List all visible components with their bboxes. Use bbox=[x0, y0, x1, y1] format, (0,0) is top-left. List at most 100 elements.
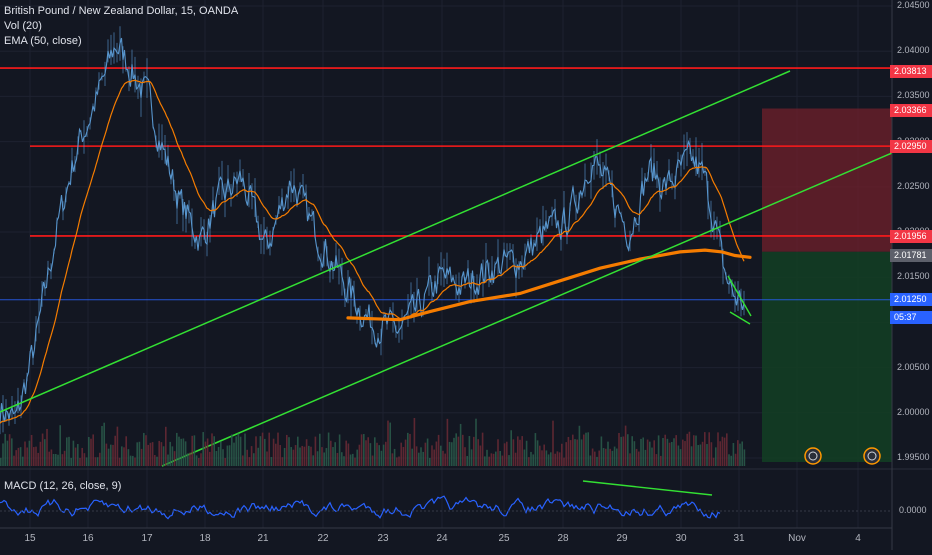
volume-bar bbox=[404, 439, 407, 466]
time-axis-tick: 4 bbox=[855, 533, 861, 544]
volume-bar bbox=[682, 439, 684, 466]
volume-bar bbox=[506, 441, 508, 466]
volume-bar bbox=[393, 448, 396, 466]
volume-bar bbox=[246, 449, 248, 466]
volume-bar bbox=[365, 440, 367, 466]
volume-bar bbox=[345, 440, 347, 466]
volume-bar bbox=[253, 453, 255, 466]
volume-bar bbox=[688, 431, 691, 466]
volume-bar bbox=[613, 446, 616, 466]
volume-bar bbox=[574, 439, 576, 466]
volume-bar bbox=[290, 447, 292, 466]
volume-bar bbox=[675, 435, 677, 466]
ema-legend[interactable]: EMA (50, close) bbox=[4, 35, 82, 47]
calendar-event-icon-inner bbox=[808, 451, 818, 461]
volume-bar bbox=[739, 443, 741, 466]
volume-bar bbox=[492, 453, 495, 466]
volume-bar bbox=[101, 426, 103, 466]
volume-bar bbox=[477, 439, 479, 466]
volume-bar bbox=[343, 456, 345, 466]
volume-bar bbox=[165, 426, 167, 466]
volume-bar bbox=[299, 447, 301, 466]
volume-legend[interactable]: Vol (20) bbox=[4, 20, 42, 32]
volume-bar bbox=[651, 447, 653, 466]
volume-bar bbox=[145, 435, 147, 466]
volume-bar bbox=[605, 448, 607, 466]
volume-bar bbox=[184, 441, 187, 466]
volume-bar bbox=[371, 455, 374, 466]
macd-axis-tick: 0.0000 bbox=[899, 505, 927, 515]
volume-bar bbox=[470, 449, 473, 466]
volume-bar bbox=[629, 453, 631, 466]
volume-bar bbox=[46, 428, 48, 466]
volume-bar bbox=[178, 436, 180, 466]
volume-bar bbox=[140, 448, 143, 466]
volume-bar bbox=[74, 447, 77, 466]
volume-bar bbox=[622, 436, 625, 466]
symbol-legend[interactable]: British Pound / New Zealand Dollar, 15, … bbox=[4, 5, 239, 17]
volume-bar bbox=[704, 432, 706, 466]
volume-bar bbox=[657, 435, 660, 466]
volume-bar bbox=[708, 432, 710, 466]
time-axis-tick: 17 bbox=[141, 533, 153, 544]
volume-bar bbox=[517, 436, 519, 466]
volume-bar bbox=[459, 423, 462, 466]
volume-bar bbox=[33, 447, 35, 466]
volume-bar bbox=[2, 443, 4, 466]
volume-bar bbox=[125, 436, 127, 466]
volume-bar bbox=[288, 437, 290, 466]
volume-bar bbox=[162, 446, 165, 466]
time-axis-tick: 28 bbox=[557, 533, 569, 544]
volume-bar bbox=[107, 448, 110, 466]
volume-bar bbox=[539, 445, 541, 466]
volume-bar bbox=[655, 454, 658, 466]
volume-bar bbox=[220, 441, 222, 466]
volume-bar bbox=[193, 435, 196, 466]
macd-line bbox=[0, 495, 721, 520]
volume-bar bbox=[495, 451, 497, 466]
volume-bar bbox=[376, 442, 378, 466]
volume-bar bbox=[112, 444, 114, 466]
volume-bar bbox=[572, 434, 574, 466]
volume-bar bbox=[358, 444, 361, 466]
volume-bar bbox=[277, 432, 279, 466]
volume-bar bbox=[52, 453, 55, 466]
volume-bar bbox=[424, 442, 427, 466]
volume-bar bbox=[237, 433, 240, 466]
volume-bar bbox=[147, 444, 149, 466]
volume-bar bbox=[330, 440, 332, 466]
price-axis-tick: 2.00000 bbox=[897, 406, 930, 417]
volume-bar bbox=[512, 439, 515, 466]
volume-bar bbox=[224, 457, 226, 466]
volume-bar bbox=[497, 439, 499, 466]
macd-legend[interactable]: MACD (12, 26, close, 9) bbox=[4, 480, 122, 492]
volume-bar bbox=[369, 443, 372, 466]
volume-bar bbox=[367, 437, 369, 466]
volume-bar bbox=[24, 441, 26, 466]
volume-bar bbox=[664, 434, 666, 466]
volume-bar bbox=[136, 442, 138, 466]
price-tag: 2.01956 bbox=[890, 230, 932, 243]
volume-bar bbox=[413, 418, 416, 466]
volume-bar bbox=[602, 448, 605, 466]
volume-bar bbox=[103, 422, 105, 466]
volume-bar bbox=[213, 436, 215, 466]
volume-bar bbox=[607, 441, 609, 466]
volume-bar bbox=[728, 454, 730, 466]
volume-bar bbox=[19, 447, 22, 466]
volume-bar bbox=[528, 457, 530, 466]
volume-bar bbox=[653, 440, 655, 466]
volume-bar bbox=[279, 445, 281, 466]
volume-bar bbox=[721, 436, 724, 466]
volume-bar bbox=[235, 436, 237, 466]
volume-bar bbox=[389, 422, 391, 466]
volume-bar bbox=[189, 452, 191, 466]
macd-divergence-line bbox=[582, 480, 713, 496]
volume-bar bbox=[169, 441, 171, 466]
volume-bar bbox=[187, 453, 189, 466]
volume-bar bbox=[48, 451, 50, 466]
volume-bar bbox=[550, 452, 552, 466]
volume-bar bbox=[134, 457, 136, 466]
